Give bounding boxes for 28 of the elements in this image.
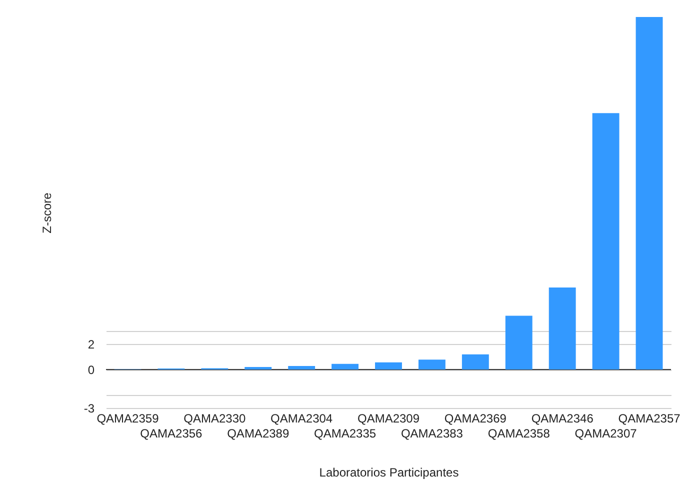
bar (288, 366, 316, 370)
x-axis-title: Laboratorios Participantes (319, 466, 459, 480)
bar (462, 354, 489, 370)
x-tick-label: QAMA2309 (357, 412, 420, 426)
x-tick-label: QAMA2346 (531, 412, 594, 426)
y-tick-label: -3 (84, 402, 95, 416)
x-tick-label: QAMA2359 (96, 412, 160, 426)
bar (505, 316, 532, 370)
bar (636, 17, 663, 370)
bar (244, 366, 272, 370)
x-tick-label: QAMA2383 (400, 426, 464, 440)
x-tick-label: QAMA2356 (140, 426, 203, 440)
x-tick-label: QAMA2304 (270, 412, 333, 426)
bar (418, 360, 446, 370)
x-tick-label: QAMA2335 (314, 426, 376, 440)
y-tick-label: 0 (88, 363, 95, 378)
bar (548, 287, 576, 370)
bar (592, 113, 620, 370)
x-tick-label: QAMA2307 (574, 426, 638, 440)
y-axis-title: Z-score (40, 192, 54, 234)
x-tick-label: QAMA2389 (227, 426, 290, 440)
x-tick-label: QAMA2358 (488, 426, 550, 440)
x-tick-label: QAMA2357 (618, 412, 681, 426)
bar (332, 364, 359, 370)
x-tick-label: QAMA2369 (444, 412, 507, 426)
y-tick-label: 2 (88, 337, 95, 352)
x-tick-label: QAMA2330 (184, 412, 246, 426)
bar (375, 362, 402, 370)
